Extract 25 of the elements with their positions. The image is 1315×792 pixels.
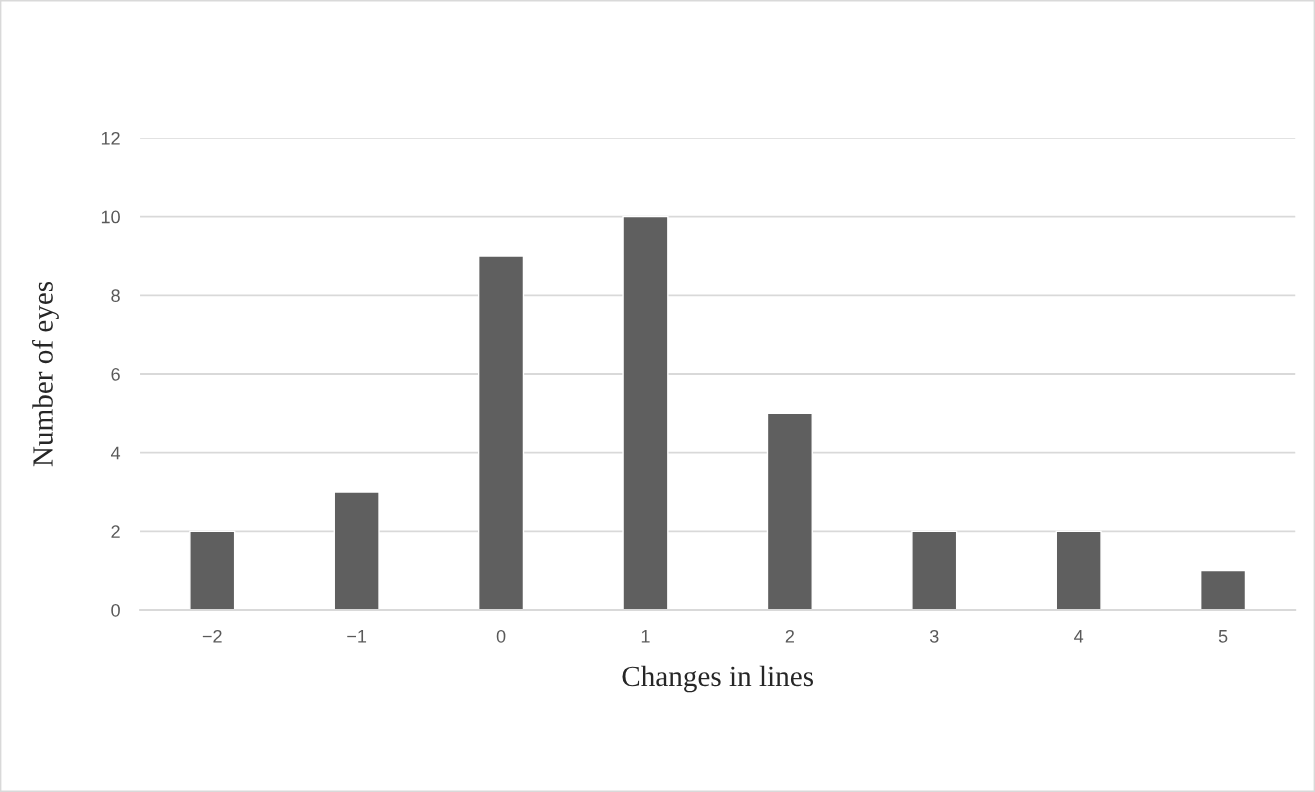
x-tick-label: 4: [1074, 630, 1084, 643]
x-tick-label: 2: [785, 629, 794, 643]
bar: [766, 412, 813, 610]
y-tick-label: 12: [101, 131, 120, 145]
bar: [333, 491, 380, 610]
bar: [622, 215, 669, 610]
bar: [1055, 530, 1102, 610]
bar: [911, 530, 958, 610]
x-tick-label: −2: [202, 629, 222, 643]
y-tick-label: 0: [111, 603, 120, 617]
x-tick-label: 1: [641, 630, 650, 643]
y-tick-label: 4: [110, 446, 121, 460]
x-tick-label: −1: [347, 630, 367, 643]
bar: [477, 255, 525, 610]
y-tick-label: 10: [101, 210, 120, 224]
bar: [189, 530, 236, 610]
x-tick-label: 0: [496, 629, 506, 643]
x-axis-title: Changes in lines: [622, 665, 813, 693]
y-tick-label: 8: [111, 289, 120, 303]
y-tick-label: 6: [111, 367, 120, 381]
x-tick-label: 3: [929, 629, 939, 643]
bar: [1199, 569, 1247, 610]
y-tick-label: 2: [111, 525, 120, 538]
x-tick-label: 5: [1218, 630, 1228, 643]
y-axis-title: Number of eyes: [32, 281, 59, 467]
